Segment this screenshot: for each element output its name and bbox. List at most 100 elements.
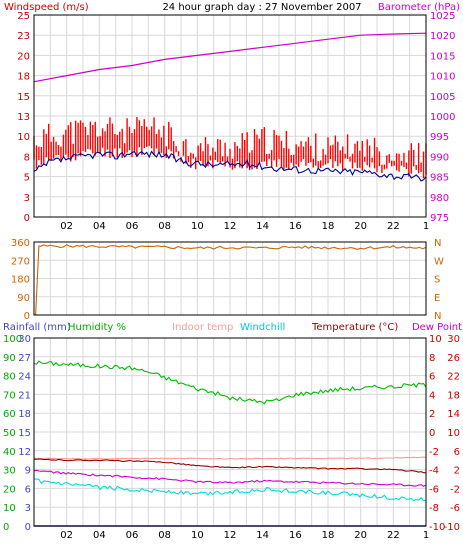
rainfall-tick-label: 30 (18, 334, 31, 345)
y-left-tick-label: 180 (11, 275, 30, 286)
humidity-tick-label: 10 (3, 503, 16, 514)
x-tick-label: 02 (60, 221, 73, 232)
x-tick-label: 12 (224, 530, 237, 541)
temp-right-tick-label: 2 (429, 409, 435, 420)
x-tick-label: 04 (93, 221, 106, 232)
y-left-tick-label: 3 (24, 193, 30, 204)
x-tick-label: 20 (354, 530, 367, 541)
temp-right-tick-label: 0 (429, 428, 435, 439)
temp-right-tick-label: -6 (429, 484, 439, 495)
humidity-line (33, 360, 427, 405)
barometer-line (33, 32, 427, 83)
x-tick-label: 10 (191, 530, 204, 541)
humidity-tick-label: 70 (3, 390, 16, 401)
x-tick-label: 08 (158, 221, 171, 232)
y-right-tick-label: 1005 (430, 92, 455, 103)
humidity-legend: Humidity % (68, 322, 126, 333)
humidity-tick-label: 100 (3, 334, 22, 345)
humidity-tick-label: 0 (3, 522, 9, 533)
x-tick-label: 14 (256, 221, 269, 232)
chart-title: 24 hour graph day : 27 November 2007 (162, 2, 361, 13)
y-right-tick-label: 1015 (430, 51, 455, 62)
temp-left-tick-label: 14 (447, 409, 460, 420)
windchill-legend: Windchill (240, 322, 285, 333)
y-left-tick-label: 360 (11, 238, 30, 249)
y-right-tick-label: 1000 (430, 112, 455, 123)
wind-avg-line (33, 150, 427, 182)
y-left-tick-label: 5 (24, 173, 30, 184)
x-tick-label: 04 (93, 530, 106, 541)
y-left-tick-label: 18 (17, 72, 30, 83)
x-tick-label: 06 (126, 530, 139, 541)
rainfall-tick-label: 6 (25, 484, 31, 495)
indoor-temp-legend: Indoor temp (172, 322, 233, 333)
x-tick-label: 18 (322, 221, 335, 232)
rainfall-tick-label: 12 (18, 447, 31, 458)
rainfall-tick-label: 15 (18, 428, 31, 439)
panel3-frame (33, 337, 427, 527)
y-left-tick-label: 23 (17, 31, 30, 42)
temp-right-tick-label: 10 (429, 334, 442, 345)
temp-right-tick-label: -8 (429, 503, 439, 514)
humidity-tick-label: 50 (3, 428, 16, 439)
temp-right-tick-label: 6 (429, 372, 435, 383)
temp-right-tick-label: -10 (429, 522, 445, 533)
y-right-tick-label: N (434, 238, 441, 249)
temp-left-tick-label: -2 (450, 484, 460, 495)
x-tick-label: 08 (158, 530, 171, 541)
x-tick-label: 16 (289, 530, 302, 541)
y-right-tick-label: 995 (430, 132, 449, 143)
x-tick-label: 22 (387, 530, 400, 541)
temp-left-tick-label: 6 (454, 447, 460, 458)
rainfall-tick-label: 18 (18, 409, 31, 420)
y-right-tick-label: 990 (430, 152, 449, 163)
humidity-tick-label: 60 (3, 409, 16, 420)
rainfall-tick-label: 3 (25, 503, 31, 514)
y-left-tick-label: 20 (17, 51, 30, 62)
barometer-label: Barometer (hPa) (378, 2, 460, 13)
windchill-line (33, 478, 427, 502)
x-tick-label: 12 (224, 221, 237, 232)
panel1-frame (33, 14, 427, 218)
temperature-line (33, 458, 427, 474)
rainfall-tick-label: 0 (25, 522, 31, 533)
y-right-tick-label: 1020 (430, 31, 455, 42)
y-right-tick-label: 1025 (430, 11, 455, 22)
dewpoint-legend: Dew Point (412, 322, 462, 333)
humidity-tick-label: 40 (3, 447, 16, 458)
y-right-tick-label: N (434, 311, 441, 322)
temp-right-tick-label: 4 (429, 390, 435, 401)
humidity-tick-label: 20 (3, 484, 16, 495)
temp-right-tick-label: -4 (429, 466, 439, 477)
y-right-tick-label: W (434, 256, 444, 267)
y-right-tick-label: 985 (430, 173, 449, 184)
temp-left-tick-label: 30 (447, 334, 460, 345)
temp-right-tick-label: -2 (429, 447, 439, 458)
y-left-tick-label: 13 (17, 112, 30, 123)
y-left-tick-label: 0 (24, 213, 30, 224)
temperature-legend: Temperature (°C) (311, 322, 398, 333)
x-tick-label: 22 (387, 221, 400, 232)
temp-left-tick-label: -6 (450, 503, 460, 514)
rainfall-tick-label: 9 (25, 466, 31, 477)
temp-left-tick-label: -10 (444, 522, 460, 533)
x-tick-label: 02 (60, 530, 73, 541)
rainfall-legend: Rainfall (mm) (3, 322, 71, 333)
indoor_temp-line (33, 456, 427, 460)
y-left-tick-label: 8 (24, 152, 30, 163)
rainfall-tick-label: 24 (18, 372, 31, 383)
y-left-tick-label: 10 (17, 132, 30, 143)
temp-left-tick-label: 22 (447, 372, 460, 383)
wind-barometer-panel: 0358101315182023259759809859909951000100… (17, 11, 455, 232)
x-tick-label: 06 (126, 221, 139, 232)
y-left-tick-label: 15 (17, 92, 30, 103)
y-right-tick-label: S (434, 275, 440, 286)
y-right-tick-label: E (434, 293, 440, 304)
humidity-tick-label: 90 (3, 353, 16, 364)
x-tick-label: 16 (289, 221, 302, 232)
y-left-tick-label: 90 (17, 293, 30, 304)
temp-right-tick-label: 8 (429, 353, 435, 364)
rainfall-tick-label: 27 (18, 353, 31, 364)
y-left-tick-label: 270 (11, 256, 30, 267)
